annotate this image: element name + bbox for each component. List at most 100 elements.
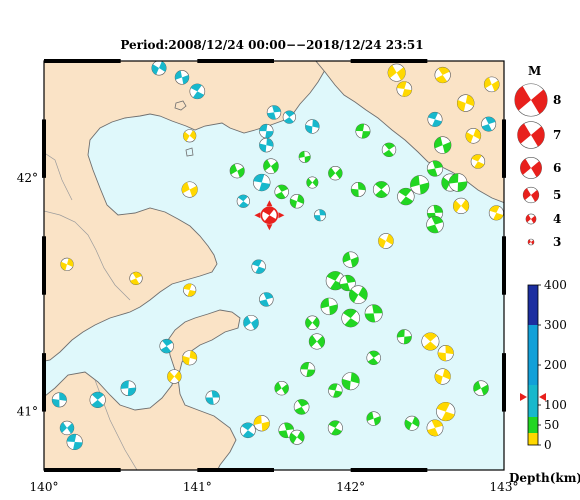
magnitude-legend-label: 7 — [553, 128, 561, 142]
earthquake-event — [183, 129, 197, 143]
earthquake-event — [174, 70, 190, 85]
depth-tick-label: 50 — [544, 418, 559, 432]
earthquake-event — [229, 163, 245, 179]
main-event-pointer — [266, 224, 273, 231]
main-event-ring — [260, 206, 279, 225]
depth-marker-right — [539, 393, 546, 401]
earthquake-event — [159, 338, 174, 354]
earthquake-event — [305, 119, 320, 134]
earthquake-event — [181, 181, 198, 198]
depth-band — [528, 285, 538, 325]
earthquake-event — [253, 173, 271, 192]
lat-tick-label: 42° — [17, 171, 38, 185]
earthquake-event — [328, 165, 343, 181]
earthquake-event — [253, 415, 270, 432]
magnitude-legend-symbol — [514, 83, 548, 117]
earthquake-event — [151, 61, 167, 76]
earthquake-event — [349, 285, 368, 305]
magnitude-legend-symbol — [517, 121, 545, 149]
frame-bar-top — [197, 59, 274, 63]
map-title: Period:2008/12/24 00:00−−2018/12/24 23:5… — [120, 38, 424, 52]
earthquake-event — [289, 429, 305, 445]
lake-outline — [174, 100, 187, 111]
lat-tick-label: 41° — [17, 405, 38, 419]
earthquake-event — [289, 194, 305, 209]
earthquake-event — [366, 411, 381, 426]
frame-bar-right — [502, 353, 506, 412]
earthquake-event — [341, 372, 360, 391]
earthquake-event — [426, 160, 444, 177]
earthquake-event — [305, 315, 320, 330]
land — [44, 61, 504, 470]
earthquake-event — [427, 111, 443, 127]
earthquake-event — [51, 392, 67, 408]
earthquake-event — [396, 329, 412, 345]
depth-tick-label: 100 — [544, 398, 567, 412]
earthquake-event — [341, 308, 360, 328]
earthquake-event — [251, 259, 266, 274]
magnitude-legend-title: M — [528, 64, 541, 78]
depth-legend-title: Depth(km) — [509, 471, 580, 485]
earthquake-event — [282, 110, 296, 124]
frame-bar-left — [42, 119, 46, 178]
earthquake-event — [328, 383, 343, 398]
lon-tick-label: 143° — [490, 480, 519, 494]
hidaka-land — [315, 61, 504, 204]
earthquake-event — [263, 158, 279, 174]
depth-tick-label: 300 — [544, 318, 567, 332]
earthquake-event — [396, 81, 413, 97]
depth-tick-label: 400 — [544, 278, 567, 292]
depth-legend: 0 50 100 200 300 400 — [520, 278, 567, 452]
earthquake-event — [410, 175, 430, 195]
earthquake-event — [59, 420, 75, 436]
frame-bar-top — [350, 59, 428, 63]
magnitude-legend-label: 8 — [553, 93, 561, 107]
earthquake-event — [243, 314, 259, 331]
earthquake-event — [278, 422, 295, 439]
earthquake-event — [387, 63, 406, 82]
earthquake-event — [434, 66, 451, 84]
earthquake-event — [300, 362, 316, 378]
earthquake-event — [306, 176, 319, 189]
frame-bar-bottom — [350, 468, 428, 472]
earthquake-event — [456, 94, 475, 112]
magnitude-legend-label: 5 — [553, 188, 561, 202]
earthquake-event — [308, 333, 326, 350]
earthquake-event — [488, 205, 504, 221]
earthquake-event — [481, 116, 497, 132]
magnitude-legend-symbol — [525, 213, 537, 225]
main-event-pointer — [254, 212, 261, 219]
magnitude-legend-label: 6 — [553, 161, 561, 175]
earthquake-event — [298, 150, 311, 163]
earthquake-event — [372, 181, 390, 198]
magnitude-legend-symbol — [520, 157, 542, 179]
axis-tick-labels: 140° 141° 142° 143° 41° 42° — [17, 171, 519, 494]
earthquake-event — [426, 215, 444, 234]
earthquake-event — [465, 127, 482, 144]
earthquake-event — [66, 433, 83, 451]
earthquake-event — [448, 173, 468, 192]
earthquake-events — [51, 61, 504, 451]
depth-tick-label: 0 — [544, 438, 552, 452]
depth-band — [528, 325, 538, 385]
depth-band — [528, 385, 538, 417]
earthquake-event — [182, 350, 198, 366]
earthquake-event — [404, 415, 420, 431]
prefecture-boundary — [44, 210, 131, 301]
earthquake-event — [342, 251, 359, 268]
frame-bar-left — [42, 236, 46, 295]
earthquake-event — [433, 136, 452, 154]
lon-tick-label: 140° — [30, 480, 59, 494]
earthquake-event — [426, 204, 444, 222]
magnitude-legend-symbol — [527, 238, 535, 246]
earthquake-event — [266, 105, 282, 120]
magnitude-legend-label: 3 — [553, 235, 561, 249]
earthquake-event — [240, 422, 256, 439]
hokkaido-land — [44, 61, 331, 362]
depth-tick-label: 200 — [544, 358, 567, 372]
earthquake-event — [364, 304, 383, 323]
earthquake-event — [378, 233, 394, 249]
earthquake-event — [434, 368, 451, 385]
lon-tick-label: 141° — [183, 480, 212, 494]
main-event-mechanism[interactable] — [254, 200, 285, 231]
